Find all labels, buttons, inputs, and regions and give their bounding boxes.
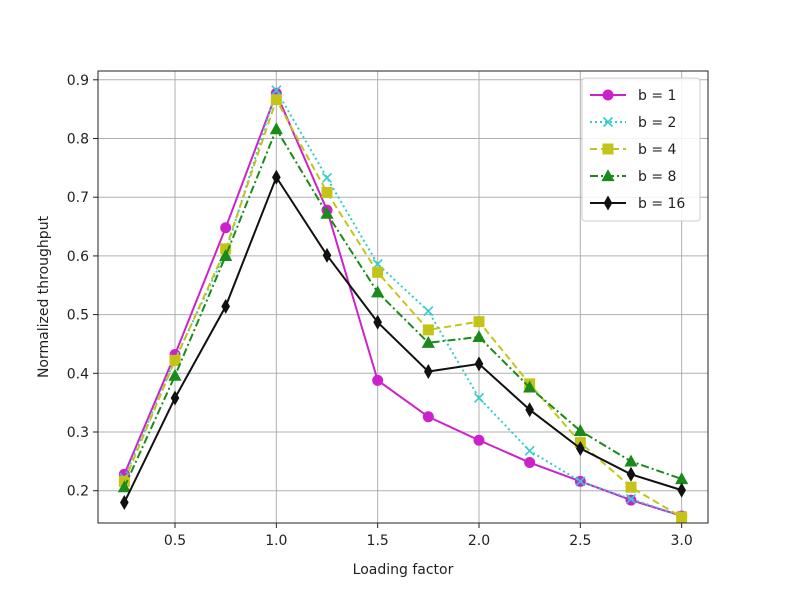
y-tick-label: 0.3 [67,425,89,441]
y-tick-label: 0.8 [67,132,89,148]
y-tick-label: 0.4 [67,366,89,382]
legend-label: b = 16 [638,196,685,212]
data-point [524,457,536,469]
data-point [524,445,535,456]
x-tick-label: 0.5 [164,533,186,549]
data-point [523,380,537,393]
series-layer [117,85,689,523]
x-axis-label: Loading factor [353,562,454,578]
plot-frame [97,70,709,524]
series-line [123,97,683,518]
legend-marker [602,89,614,101]
data-point [525,402,534,418]
data-point [371,285,385,298]
series-4 [117,122,689,493]
legend-item: b = 2 [590,115,676,131]
data-point [677,482,686,498]
ticks: 0.5 1.0 1.5 2.0 2.5 3.0 0.2 0.3 0.4 0.5 0.6 0.7 0.8 0… [67,73,693,549]
x-tick-label: 2.5 [569,533,591,549]
legend-marker [602,143,614,155]
legend-marker [603,195,613,211]
data-point [626,466,636,482]
data-point [169,354,181,366]
data-point [676,511,688,523]
data-point [473,392,485,404]
legend-item: b = 1 [590,88,676,104]
data-point [372,374,384,386]
data-point [421,336,435,348]
x-tick-label: 3.0 [671,533,693,549]
data-point [220,222,232,234]
data-point [575,476,586,487]
data-point [320,206,334,219]
y-tick-label: 0.9 [67,73,89,89]
series-3 [118,94,688,523]
data-point [120,494,129,510]
data-point [422,324,434,336]
y-tick-label: 0.7 [67,190,89,206]
data-point [474,356,484,372]
data-point [270,94,282,106]
data-point [573,424,587,436]
legend-item: b = 8 [590,169,676,185]
data-point [473,434,485,446]
y-tick-label: 0.5 [67,308,89,324]
series-line [123,175,682,503]
data-point [168,368,182,381]
y-tick-label: 0.2 [67,484,89,500]
y-axis-label: Normalized throughput [36,215,52,378]
data-point [373,314,382,330]
series-line [123,126,682,488]
data-point [625,494,637,506]
data-point [575,440,585,456]
series-line [123,90,682,517]
x-tick-label: 1.0 [265,533,287,549]
data-point [423,306,434,317]
data-point [624,454,638,467]
series-5 [120,169,686,510]
data-point [321,172,333,183]
data-point [372,266,384,278]
legend-label: b = 4 [638,142,677,158]
data-point [322,247,332,263]
legend-label: b = 8 [638,169,676,185]
data-point [422,411,434,423]
legend-label: b = 2 [638,115,676,131]
data-point [625,481,637,493]
data-point [219,249,233,262]
data-point [625,493,637,504]
x-tick-label: 2.0 [468,533,490,549]
data-point [271,85,282,96]
legend-box [581,77,701,222]
data-point [321,187,333,199]
data-point [170,390,180,406]
data-point [473,316,485,328]
data-point [272,169,281,185]
data-point [117,480,131,493]
x-tick-label: 1.5 [367,533,389,549]
legend-item: b = 4 [590,142,677,158]
legend: b = 1 b = 2 b = 4 b = 8 b = 16 [581,77,701,222]
legend-item: b = 16 [590,195,685,212]
series-1 [118,87,688,522]
data-point [472,330,486,343]
legend-label: b = 1 [638,88,676,104]
legend-marker [602,116,614,128]
legend-marker [601,169,615,182]
data-point [269,122,283,135]
data-point [221,298,231,314]
y-tick-label: 0.6 [67,249,89,265]
data-point [424,364,433,380]
